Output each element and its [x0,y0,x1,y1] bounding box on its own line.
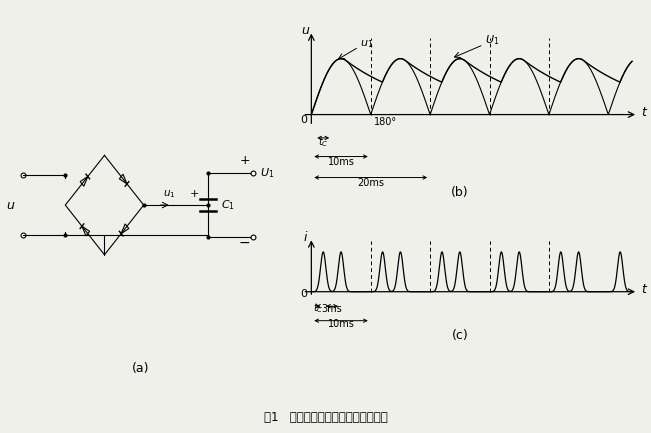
Text: (b): (b) [451,186,469,199]
Text: $u_1$: $u_1$ [163,188,175,200]
Text: −: − [239,236,250,250]
Text: (c): (c) [451,329,468,342]
Text: +: + [190,189,199,199]
Text: $u_1$: $u_1$ [360,38,373,50]
Text: 0: 0 [301,289,308,299]
Text: $U_1$: $U_1$ [260,166,274,180]
Text: $U_1$: $U_1$ [485,33,499,47]
Text: $u$: $u$ [6,199,16,212]
Text: $C_1$: $C_1$ [221,198,234,212]
Text: $i$: $i$ [303,230,309,245]
Text: $t_C$: $t_C$ [318,135,329,149]
Text: $t_C$: $t_C$ [313,302,324,315]
Text: 20ms: 20ms [357,178,384,187]
Text: $u$: $u$ [301,24,310,37]
Text: 180°: 180° [374,117,397,127]
Text: 0: 0 [301,115,308,125]
Text: +: + [239,154,250,167]
Text: $t$: $t$ [641,106,648,119]
Text: 图1   整流滤波电压及整流电流的波形: 图1 整流滤波电压及整流电流的波形 [264,411,387,424]
Text: (a): (a) [132,362,150,375]
Text: 3ms: 3ms [322,304,342,313]
Text: $t$: $t$ [641,284,648,297]
Text: 10ms: 10ms [327,157,355,167]
Text: 10ms: 10ms [327,319,355,329]
